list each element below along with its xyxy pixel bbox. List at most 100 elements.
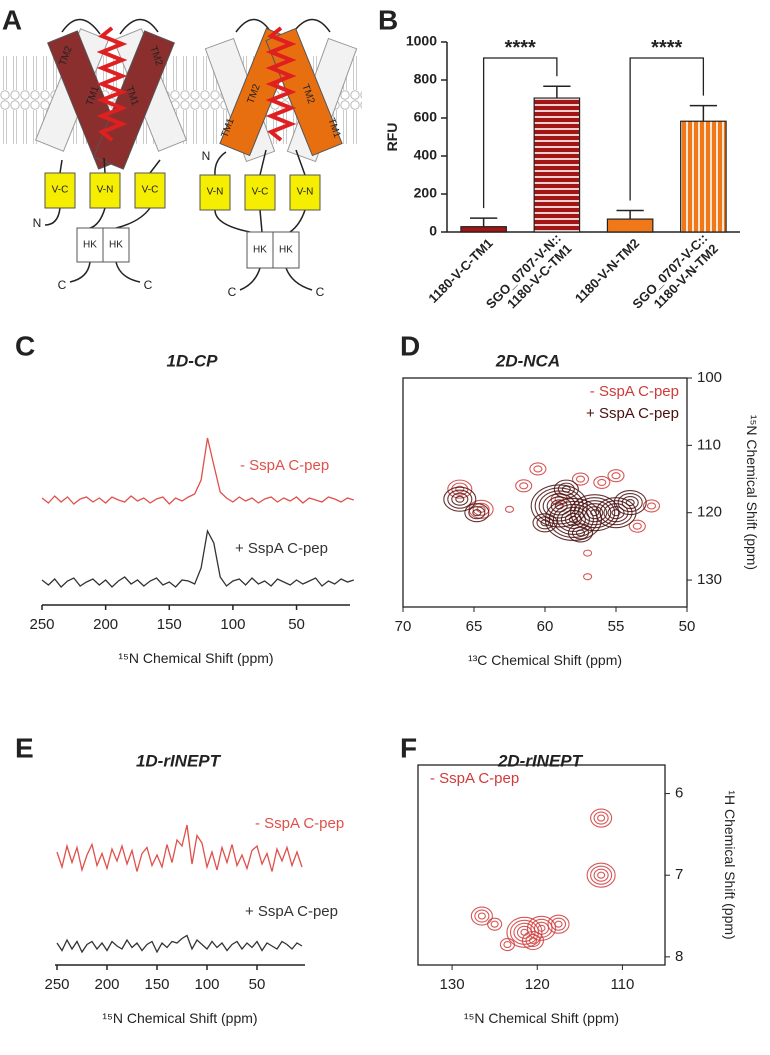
contour-peak bbox=[571, 472, 590, 486]
contour-ring bbox=[550, 917, 567, 931]
series-label: + SspA C-pep bbox=[235, 540, 328, 557]
x-tick-label: 50 bbox=[679, 618, 696, 635]
panel-label: F bbox=[400, 732, 417, 763]
legend-label: + SspA C-pep bbox=[586, 405, 679, 422]
y-tick-label: 6 bbox=[675, 785, 683, 802]
y-tick-label: 130 bbox=[697, 571, 722, 588]
contour-peak bbox=[529, 462, 547, 476]
terminus-label: N bbox=[33, 216, 42, 230]
x-tick-label: 150 bbox=[157, 616, 182, 633]
loop bbox=[235, 18, 331, 35]
contour-peak bbox=[526, 915, 557, 941]
contour-peak bbox=[593, 475, 611, 489]
x-tick-label: 110 bbox=[610, 976, 634, 993]
y-tick-label: 200 bbox=[414, 185, 438, 201]
linker bbox=[44, 157, 161, 283]
contour-ring bbox=[490, 920, 499, 928]
contour-ring bbox=[447, 489, 473, 509]
contour-ring bbox=[474, 909, 490, 923]
terminus-label: N bbox=[202, 149, 211, 163]
spectrum-line bbox=[41, 529, 354, 588]
domain-box bbox=[246, 231, 274, 269]
contour-ring bbox=[472, 502, 490, 516]
significance-bracket bbox=[629, 57, 705, 201]
contour-ring bbox=[590, 509, 600, 517]
contour-ring bbox=[540, 519, 550, 527]
y-tick-label: 400 bbox=[414, 147, 438, 163]
contour-ring bbox=[571, 526, 590, 540]
contour-peak bbox=[504, 505, 515, 513]
contour-ring bbox=[528, 936, 538, 945]
y-tick-label: 800 bbox=[414, 71, 438, 87]
contour-peak bbox=[470, 906, 493, 926]
domain-label: HK bbox=[279, 245, 293, 256]
legend-label: - SspA C-pep bbox=[430, 770, 519, 787]
domain-box bbox=[289, 174, 321, 211]
contour-peak bbox=[567, 523, 594, 543]
contour-chart: 130 120 110 6 7 8 ¹⁵N Chemical Shift (ppm) ¹H C… bbox=[417, 764, 738, 1026]
contour-ring bbox=[548, 500, 598, 538]
y-tick-label: 7 bbox=[675, 866, 683, 883]
contour-peak bbox=[570, 494, 620, 532]
x-tick-label: 250 bbox=[29, 616, 54, 633]
contour-ring bbox=[574, 497, 616, 529]
y-axis-label: ¹H Chemical Shift (ppm) bbox=[722, 790, 738, 939]
x-axis-label: ¹⁵N Chemical Shift (ppm) bbox=[118, 650, 273, 666]
x-tick-label: 100 bbox=[194, 976, 219, 993]
x-tick-label: 65 bbox=[466, 618, 483, 635]
loop bbox=[61, 18, 159, 35]
contour-ring bbox=[537, 924, 546, 932]
domain-label: V-N bbox=[207, 187, 224, 198]
contour-peak bbox=[487, 917, 503, 931]
chart-title: 1D-CP bbox=[166, 351, 218, 370]
contour-peak bbox=[521, 930, 545, 951]
contour-peak bbox=[595, 497, 637, 529]
contour-ring bbox=[599, 500, 633, 526]
domain-label: V-N bbox=[297, 187, 314, 198]
x-tick-label: 50 bbox=[249, 976, 266, 993]
x-tick-label: 130 bbox=[440, 976, 465, 993]
contour-ring bbox=[611, 509, 621, 517]
contour-ring bbox=[477, 912, 486, 920]
contour-ring bbox=[542, 493, 576, 519]
contour-ring bbox=[557, 482, 575, 496]
contour-ring bbox=[597, 814, 606, 822]
contour-ring bbox=[611, 472, 621, 480]
contour-ring bbox=[509, 919, 540, 945]
contour-ring bbox=[560, 509, 586, 529]
contour-peak bbox=[443, 486, 477, 512]
bar bbox=[460, 226, 507, 233]
series-label: + SspA C-pep bbox=[245, 903, 338, 920]
contour-peak bbox=[583, 573, 593, 581]
y-tick-label: 110 bbox=[697, 436, 721, 453]
panel-label: A bbox=[2, 4, 22, 35]
bar bbox=[606, 218, 654, 233]
contour-ring bbox=[603, 503, 629, 523]
contour-peak bbox=[613, 490, 647, 516]
y-tick-label: 120 bbox=[697, 504, 722, 521]
contour-ring bbox=[516, 925, 533, 939]
bar-chart: 02004006008001000RFU1180-V-C-TM1SGO_0707… bbox=[384, 33, 740, 312]
contour-ring bbox=[621, 496, 639, 510]
terminus-label: C bbox=[58, 278, 67, 292]
contour-peak bbox=[586, 862, 616, 888]
contour-peak bbox=[499, 938, 515, 952]
y-tick-label: 8 bbox=[675, 948, 683, 965]
x-tick-label: 55 bbox=[608, 618, 625, 635]
contour-ring bbox=[472, 509, 482, 517]
spectrum-line bbox=[41, 437, 354, 505]
contour-ring bbox=[597, 478, 607, 486]
domain-box bbox=[44, 172, 76, 209]
contour-ring bbox=[625, 499, 635, 507]
contour-ring bbox=[590, 865, 613, 885]
panel-label: C bbox=[15, 330, 35, 361]
panel-label: D bbox=[400, 330, 420, 361]
plot-frame bbox=[417, 764, 666, 966]
contour-ring bbox=[556, 506, 590, 532]
contour-ring bbox=[525, 933, 541, 948]
x-tick-label: 200 bbox=[93, 616, 118, 633]
spectrum-line bbox=[56, 824, 303, 873]
domain-box bbox=[244, 174, 276, 211]
